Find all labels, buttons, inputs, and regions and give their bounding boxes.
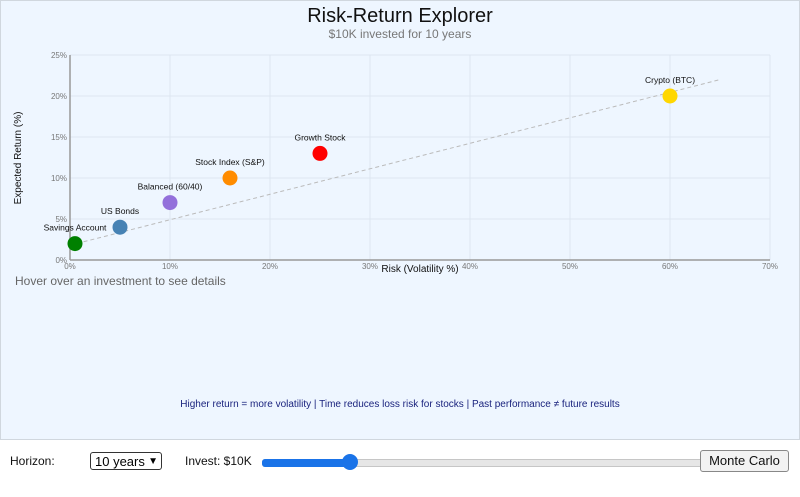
data-point[interactable]	[67, 236, 83, 252]
point-label: US Bonds	[101, 206, 139, 216]
hover-hint: Hover over an investment to see details	[15, 274, 226, 288]
invest-slider-fill	[262, 459, 350, 467]
trend-line-group	[69, 79, 721, 246]
point-label: Savings Account	[44, 223, 107, 233]
x-tick-label: 30%	[362, 262, 378, 271]
y-tick-label: 20%	[51, 92, 67, 101]
data-point[interactable]	[662, 88, 678, 104]
y-tick-label: 25%	[51, 51, 67, 60]
y-tick-label: 15%	[51, 133, 67, 142]
point-label: Balanced (60/40)	[138, 182, 203, 192]
point-label: Growth Stock	[294, 132, 346, 142]
x-tick-label: 50%	[562, 262, 578, 271]
data-point[interactable]	[112, 219, 128, 235]
point-label: Stock Index (S&P)	[195, 157, 265, 167]
invest-slider-thumb[interactable]	[342, 454, 358, 470]
y-tick-label: 10%	[51, 174, 67, 183]
point-labels: Savings Account US Bonds Balanced (60/40) S…	[44, 75, 696, 233]
x-tick-label: 40%	[462, 262, 478, 271]
main-panel	[0, 0, 800, 440]
x-tick-label: 10%	[162, 262, 178, 271]
footnote: Higher return = more volatility | Time r…	[180, 399, 620, 410]
page-title: Risk-Return Explorer	[307, 5, 493, 27]
data-points	[67, 88, 678, 252]
invest-label: Invest: $10K	[185, 454, 252, 468]
y-tick-label: 5%	[55, 215, 67, 224]
data-point[interactable]	[162, 195, 178, 211]
trend-line	[69, 79, 721, 246]
x-tick-label: 0%	[64, 262, 76, 271]
chart-grid	[69, 54, 771, 261]
horizon-select-value: 10 years	[95, 454, 145, 469]
point-label: Crypto (BTC)	[645, 75, 695, 85]
horizon-select[interactable]: 10 years ▼	[90, 452, 162, 470]
chart-ticks: 0% 10% 20% 30% 40% 50% 60% 70% 0% 5% 10% 15% 20% 25%	[51, 51, 778, 271]
x-tick-label: 70%	[762, 262, 778, 271]
horizon-label: Horizon:	[10, 454, 55, 468]
monte-carlo-button[interactable]: Monte Carlo	[700, 450, 789, 472]
control-bar: Horizon: 10 years ▼ Invest: $10K	[0, 440, 800, 497]
data-point[interactable]	[222, 170, 238, 186]
x-tick-label: 60%	[662, 262, 678, 271]
x-axis-label: Risk (Volatility %)	[381, 264, 458, 275]
y-axis-label: Expected Return (%)	[13, 112, 24, 205]
chart-axes	[69, 55, 770, 261]
data-point[interactable]	[312, 145, 328, 161]
y-tick-label: 0%	[55, 256, 67, 265]
x-tick-label: 20%	[262, 262, 278, 271]
risk-return-chart: 0% 10% 20% 30% 40% 50% 60% 70%0%5%10%15%20%25% …	[13, 51, 778, 275]
page-subtitle: $10K invested for 10 years	[328, 27, 472, 41]
chevron-down-icon: ▼	[148, 456, 158, 467]
